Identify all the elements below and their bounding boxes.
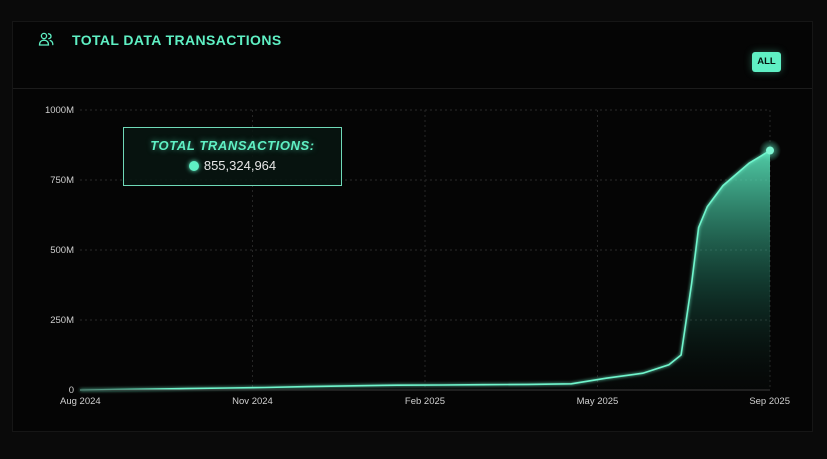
y-tick-label: 750M (50, 175, 74, 186)
series-area (80, 150, 770, 390)
filter-all-button[interactable]: ALL (752, 52, 781, 72)
data-point (766, 146, 774, 155)
y-tick-label: 500M (50, 245, 74, 256)
series-dot-icon (188, 160, 199, 171)
x-tick-label: Aug 2024 (60, 396, 101, 407)
tooltip-title: TOTAL TRANSACTIONS: (150, 138, 315, 153)
x-tick-label: Nov 2024 (232, 396, 273, 407)
panel-header (13, 22, 812, 89)
x-tick-label: Sep 2025 (749, 396, 790, 407)
tooltip-value-row: 855,324,964 (124, 158, 341, 173)
tooltip-value: 855,324,964 (203, 158, 277, 173)
total-tooltip: TOTAL TRANSACTIONS: 855,324,964 (123, 127, 342, 186)
x-tick-label: May 2025 (577, 396, 619, 407)
users-icon (38, 32, 54, 46)
y-tick-label: 0 (69, 385, 74, 396)
y-tick-label: 1000M (45, 105, 74, 116)
y-tick-label: 250M (50, 315, 74, 326)
series-line (79, 149, 771, 391)
x-tick-label: Feb 2025 (405, 396, 445, 407)
panel-title: TOTAL DATA TRANSACTIONS (72, 32, 282, 48)
